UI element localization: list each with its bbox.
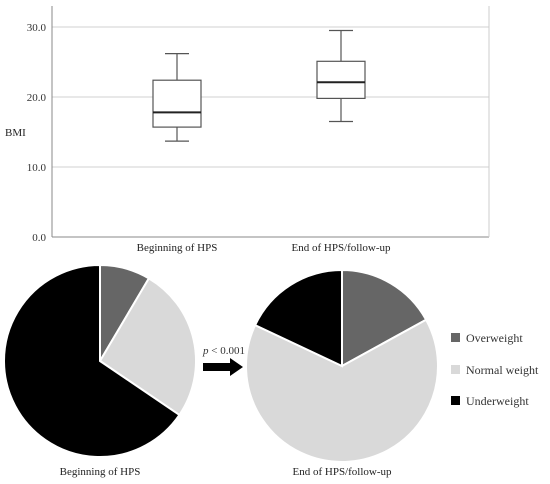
legend-item: Overweight xyxy=(451,331,523,345)
iqr-box xyxy=(316,60,366,99)
x-category-labels: Beginning of HPS End of HPS/follow-up xyxy=(137,242,391,254)
legend: Overweight Normal weight Underweight xyxy=(451,331,539,408)
boxplot: 0.0 10.0 20.0 30.0 BMI Beginning of HPS End … xyxy=(5,6,490,254)
y-axis-label: BMI xyxy=(5,127,26,139)
p-letter: p xyxy=(202,345,209,357)
legend-swatch xyxy=(451,333,460,342)
legend-label: Overweight xyxy=(466,331,523,345)
pie-end: End of HPS/follow-up xyxy=(245,268,439,478)
legend-swatch xyxy=(451,396,460,405)
y-tick-label: 20.0 xyxy=(27,92,47,104)
pie-title: End of HPS/follow-up xyxy=(293,466,393,478)
pie-slice xyxy=(341,268,428,368)
p-value-label: p < 0.001 xyxy=(202,345,245,357)
y-tick-label: 0.0 xyxy=(32,232,46,244)
legend-label: Normal weight xyxy=(466,363,539,377)
pie-slice xyxy=(245,318,439,463)
pie-slice xyxy=(98,276,197,417)
box-1 xyxy=(152,52,202,142)
legend-item: Normal weight xyxy=(451,363,539,377)
y-tick-label: 10.0 xyxy=(27,162,47,174)
pie-beginning: Beginning of HPS xyxy=(3,263,197,478)
y-tick-labels: 0.0 10.0 20.0 30.0 xyxy=(27,22,47,244)
iqr-box xyxy=(152,79,202,128)
boxes xyxy=(152,29,366,142)
x-category-label: End of HPS/follow-up xyxy=(292,242,392,254)
pie-title: Beginning of HPS xyxy=(60,466,141,478)
y-tick-label: 30.0 xyxy=(27,22,47,34)
legend-item: Underweight xyxy=(451,394,529,408)
legend-label: Underweight xyxy=(466,394,529,408)
arrow-icon xyxy=(203,358,243,376)
boxplot-gridlines xyxy=(52,26,489,168)
p-rest: < 0.001 xyxy=(209,345,245,357)
pie-slice xyxy=(253,268,343,368)
legend-swatch xyxy=(451,365,460,374)
box-2 xyxy=(316,29,366,123)
x-category-label: Beginning of HPS xyxy=(137,242,218,254)
transition-arrow: p < 0.001 xyxy=(202,345,245,376)
pie-slice xyxy=(3,263,181,458)
boxplot-axes xyxy=(51,6,490,238)
